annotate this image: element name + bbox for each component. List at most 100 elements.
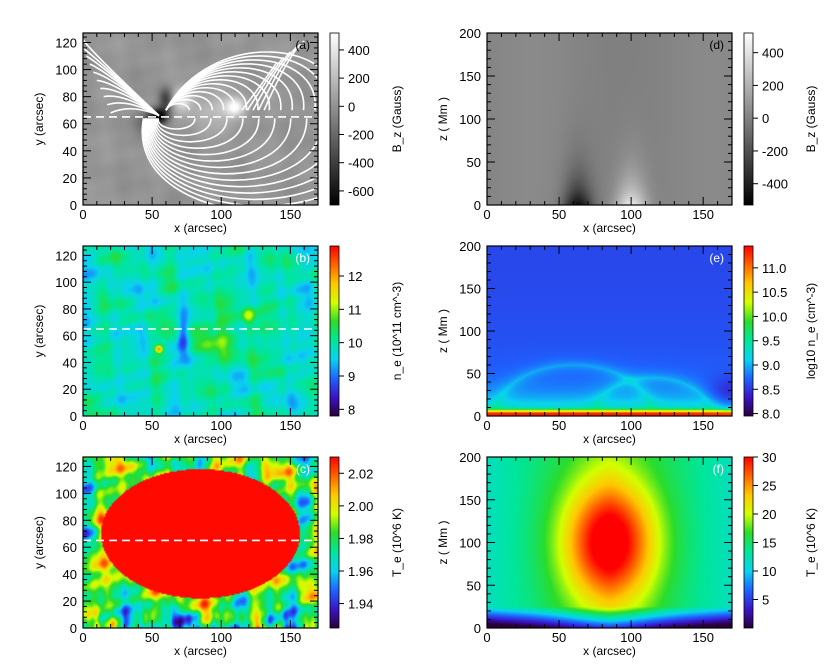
x-tick-label: 100 [210, 207, 232, 222]
field-line [141, 118, 404, 213]
panel-label: (e) [709, 251, 724, 265]
heatmap-image [487, 33, 732, 205]
panel-label: (d) [709, 38, 724, 52]
field-line [156, 118, 212, 137]
colorbar-tick-label: 11.0 [762, 261, 786, 276]
y-tick-label: 80 [63, 513, 77, 528]
y-tick-label: 100 [459, 536, 481, 551]
colorbar-tick-label: -200 [762, 144, 788, 159]
x-axis-label: x (arcsec) [583, 644, 636, 658]
colorbar-tick-label: 0 [348, 99, 355, 114]
field-line [82, 39, 160, 117]
heatmap-image [487, 457, 732, 628]
x-tick-label: 150 [280, 418, 302, 433]
y-axis-label: z ( Mm ) [436, 309, 450, 353]
colorbar-tick-label: 1.96 [348, 564, 373, 579]
field-line [157, 118, 196, 130]
y-tick-label: 0 [474, 621, 481, 636]
plot-frame [82, 456, 319, 629]
field-line [152, 118, 260, 156]
x-axis-label: x (arcsec) [174, 644, 227, 658]
colorbar-label: T_e (10^6 K) [804, 508, 818, 577]
y-tick-label: 60 [63, 117, 77, 132]
colorbar-tick-label: 10 [762, 564, 776, 579]
colorbar-tick-label: 9.5 [762, 334, 780, 349]
y-tick-label: 60 [63, 329, 77, 344]
y-tick-label: 100 [459, 324, 481, 339]
colorbar [329, 245, 340, 417]
y-tick-label: 0 [70, 409, 77, 424]
heatmap-image [83, 457, 318, 628]
x-tick-label: 150 [692, 207, 714, 222]
y-tick-label: 20 [63, 594, 77, 609]
panel-label: (f) [713, 462, 724, 476]
x-tick-label: 50 [145, 418, 159, 433]
y-tick-label: 200 [459, 239, 481, 254]
colorbar-tick-label: 20 [762, 507, 776, 522]
colorbar-tick-label: 0 [762, 111, 769, 126]
colorbar-tick-label: 11 [348, 302, 362, 317]
y-tick-label: 50 [467, 367, 481, 382]
y-tick-label: 50 [467, 155, 481, 170]
x-tick-label: 100 [620, 630, 642, 645]
colorbar-tick-label: 10.5 [762, 285, 787, 300]
panel-a: 0 50 100 150 0 20 40 60 80 100 120 x (arcsec) y (arc… [32, 32, 404, 235]
colorbar-tick-label: 8.5 [762, 382, 780, 397]
y-tick-label: 200 [459, 26, 481, 41]
x-axis-label: x (arcsec) [583, 432, 636, 446]
y-tick-label: 150 [459, 282, 481, 297]
x-tick-label: 0 [483, 207, 490, 222]
field-line [252, 51, 291, 111]
colorbar-tick-label: -400 [348, 156, 374, 171]
y-tick-label: 100 [55, 275, 77, 290]
y-tick-label: 50 [467, 578, 481, 593]
colorbar-tick-label: 400 [348, 43, 370, 58]
panel-label: (c) [296, 462, 310, 476]
colorbar-label: n_e (10^11 cm^-3) [390, 282, 404, 380]
colorbar-tick-label: 400 [762, 46, 784, 61]
x-tick-label: 0 [483, 630, 490, 645]
y-tick-label: 80 [63, 90, 77, 105]
panel-f: 0 50 100 150 0 50 100 150 200 x (arcsec) z ( Mm ) (… [436, 450, 818, 658]
y-tick-label: 0 [474, 409, 481, 424]
colorbar-tick-label: 200 [348, 71, 370, 86]
colorbar-tick-label: 9 [348, 369, 355, 384]
y-tick-label: 100 [55, 486, 77, 501]
x-axis-label: x (arcsec) [174, 221, 227, 235]
y-tick-label: 200 [459, 450, 481, 465]
panel-label: (b) [295, 251, 310, 265]
x-tick-label: 150 [280, 630, 302, 645]
colorbar [743, 32, 754, 206]
x-tick-label: 0 [79, 418, 86, 433]
y-tick-label: 100 [459, 112, 481, 127]
y-tick-label: 120 [55, 35, 77, 50]
field-lines [82, 39, 404, 213]
y-tick-label: 120 [55, 459, 77, 474]
colorbar-tick-label: 8 [348, 402, 355, 417]
field-line [155, 118, 228, 143]
colorbar-tick-label: -400 [762, 177, 788, 192]
panel-e: 0 50 100 150 0 50 100 150 200 x (arcsec) z ( Mm ) (… [436, 239, 818, 446]
y-tick-label: 120 [55, 248, 77, 263]
colorbar-tick-label: 10 [348, 336, 362, 351]
y-tick-label: 100 [55, 63, 77, 78]
y-tick-label: 40 [63, 144, 77, 159]
field-line [145, 118, 356, 194]
y-tick-label: 20 [63, 171, 77, 186]
colorbar [743, 245, 754, 417]
x-tick-label: 50 [145, 207, 159, 222]
x-tick-label: 50 [552, 207, 566, 222]
colorbar [329, 456, 340, 629]
colorbar-tick-label: 9.0 [762, 358, 780, 373]
colorbar-tick-label: 30 [762, 450, 776, 465]
colorbar [743, 456, 754, 629]
field-line [154, 118, 244, 149]
panel-label: (a) [295, 38, 310, 52]
x-tick-label: 100 [210, 418, 232, 433]
y-axis-label: y (arcsec) [32, 516, 46, 569]
panel-b: 0 50 100 150 0 20 40 60 80 100 120 x (arcsec) y (arc… [32, 245, 404, 446]
field-line [241, 62, 278, 111]
x-tick-label: 150 [280, 207, 302, 222]
y-axis-label: y (arcsec) [32, 93, 46, 146]
x-tick-label: 0 [79, 207, 86, 222]
